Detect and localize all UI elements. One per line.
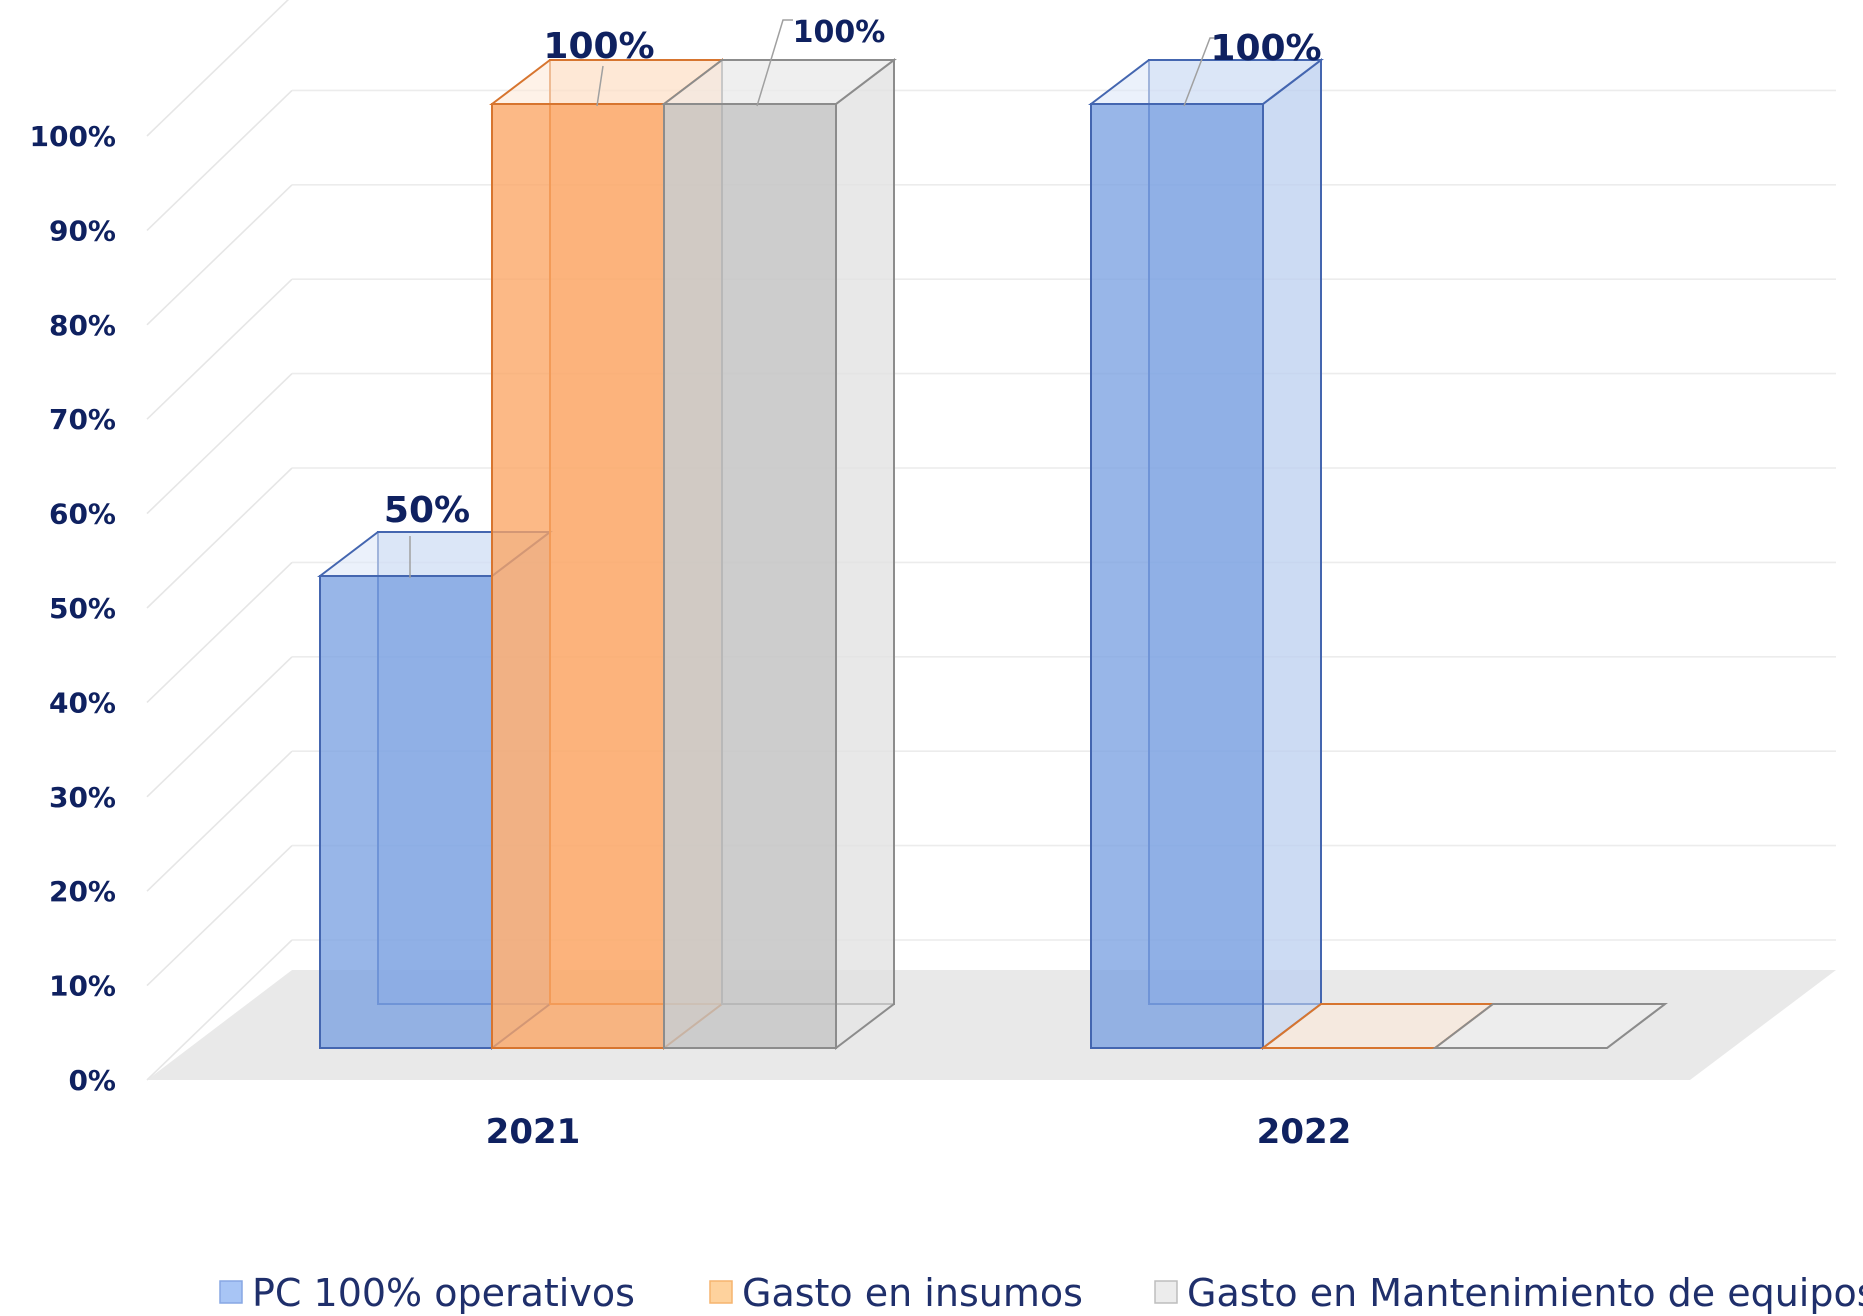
gridline-side: [146, 278, 293, 420]
x-tick-label: 2021: [486, 1112, 581, 1152]
gridline-side: [146, 845, 293, 987]
legend-item: Gasto en insumos: [709, 1271, 1083, 1315]
legend-item: PC 100% operativos: [219, 1271, 635, 1315]
leader-line: [756, 19, 793, 107]
y-tick-label: 10%: [49, 970, 116, 1003]
data-label: 100%: [543, 26, 654, 67]
data-label: 50%: [384, 490, 470, 531]
data-label: 100%: [1210, 28, 1321, 69]
bar-2022-3: [1432, 1003, 1668, 1049]
bar-top-face: [1432, 1003, 1668, 1049]
gridline-side: [146, 656, 293, 798]
y-tick-label: 90%: [49, 214, 116, 247]
bar-front-face: [663, 103, 837, 1049]
gridline-side: [146, 467, 293, 609]
y-tick-label: 80%: [49, 309, 116, 342]
bar-front-face: [319, 575, 493, 1049]
legend: PC 100% operativos Gasto en insumos Gasto …: [219, 1271, 1863, 1315]
gridline-side: [146, 0, 290, 137]
data-labels-layer: 50% 100% 100% 100%: [384, 15, 1322, 578]
x-tick-label: 2022: [1257, 1112, 1352, 1152]
legend-label: PC 100% operativos: [252, 1271, 635, 1315]
legend-label: Gasto en Mantenimiento de equipos: [1187, 1271, 1863, 1315]
y-tick-label: 100%: [29, 120, 116, 153]
y-tick-label: 0%: [68, 1064, 116, 1097]
bar-side-face: [1262, 57, 1322, 1051]
bar-side-face: [835, 57, 895, 1051]
y-tick-label: 60%: [49, 498, 116, 531]
legend-swatch: [709, 1280, 733, 1304]
data-label: 100%: [793, 15, 886, 50]
gridline-side: [146, 89, 293, 231]
gridline-side: [146, 373, 293, 515]
x-axis-ticks: 2021 2022: [486, 1112, 1352, 1152]
gridline-side: [146, 939, 293, 1081]
leader-line: [596, 65, 604, 107]
legend-item: Gasto en Mantenimiento de equipos: [1154, 1271, 1863, 1315]
legend-swatch: [1154, 1280, 1178, 1304]
y-tick-label: 70%: [49, 403, 116, 436]
y-tick-label: 20%: [49, 875, 116, 908]
bar-front-face: [491, 103, 665, 1049]
gridline-side: [146, 561, 293, 703]
gridline-side: [146, 184, 293, 326]
legend-swatch: [219, 1280, 243, 1304]
y-tick-label: 50%: [49, 592, 116, 625]
leader-line: [1183, 37, 1222, 107]
y-tick-label: 30%: [49, 781, 116, 814]
bar-front-face: [1090, 103, 1264, 1049]
bar-2021-3: [661, 57, 897, 1051]
bar-2022-1: [1088, 57, 1324, 1051]
y-axis-ticks: 0% 10% 20% 30% 40% 50% 60% 70% 80% 90% 100%: [29, 120, 116, 1097]
legend-label: Gasto en insumos: [742, 1271, 1083, 1315]
bars-layer: [317, 57, 1668, 1051]
gridline-side: [146, 750, 293, 892]
y-tick-label: 40%: [49, 686, 116, 719]
